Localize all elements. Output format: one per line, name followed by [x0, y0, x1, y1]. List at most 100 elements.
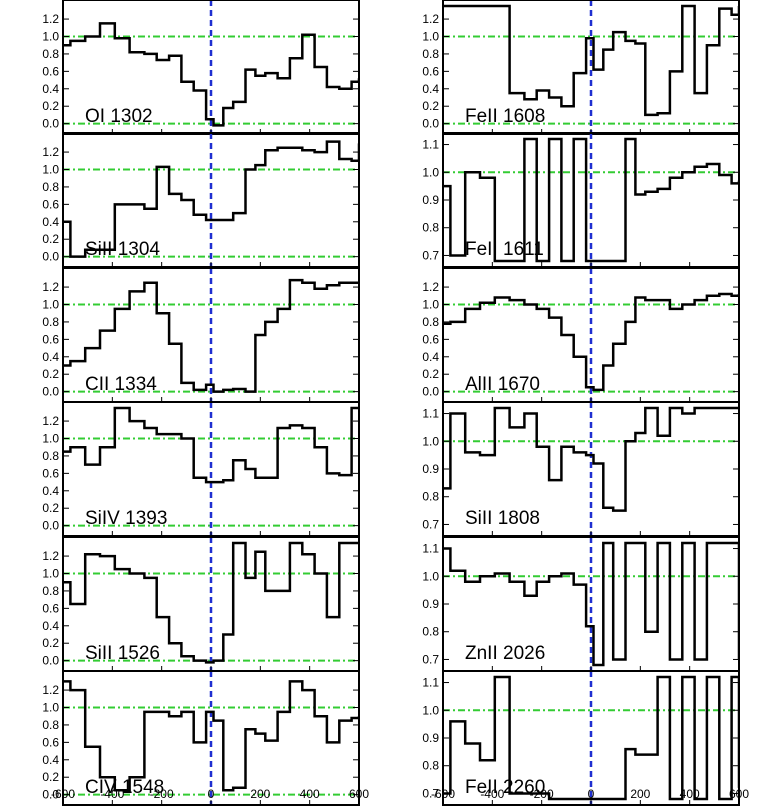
panel-feii-2260: 0.7 0.8 0.9 1.0 1.1 FeII 2260: [422, 670, 740, 806]
x-tick-label: 600: [349, 787, 369, 801]
panel-siiv-1393: 0.0 0.2 0.4 0.6 0.8 1.0 1.2 SiIV 1393: [42, 401, 360, 537]
ion-label: FeII 1608: [465, 106, 545, 127]
y-tick-label: 0.2: [42, 501, 59, 515]
spectrum-trace: [443, 541, 739, 667]
y-tick-label: 0.0: [42, 385, 59, 399]
ion-label: OI 1302: [85, 106, 153, 127]
y-tick-label: 0.0: [42, 788, 59, 802]
y-tick-label: 0.4: [42, 215, 59, 229]
spectrum-trace: [63, 406, 359, 484]
y-tick-label: 1.1: [422, 407, 439, 421]
spectrum-trace: [443, 406, 739, 512]
y-tick-label: 1.2: [42, 12, 59, 26]
y-tick-label: 1.0: [42, 298, 59, 312]
ion-label: AlII 1670: [465, 374, 540, 395]
y-tick-label: 1.2: [42, 414, 59, 428]
x-tick-label: -600: [431, 787, 455, 801]
x-tick-label: -200: [150, 787, 174, 801]
y-tick-label: 1.1: [422, 676, 439, 690]
spectrum-trace: [63, 278, 359, 393]
y-tick-label: 0.2: [42, 636, 59, 650]
spectrum-trace: [443, 4, 739, 117]
spectrum-trace: [443, 292, 739, 392]
x-tick-label: -400: [480, 787, 504, 801]
y-tick-label: 0.0: [42, 654, 59, 668]
y-tick-label: 0.0: [422, 385, 439, 399]
y-tick-label: 0.7: [422, 652, 439, 666]
y-tick-label: 0.7: [422, 786, 439, 800]
y-tick-label: 1.2: [42, 280, 59, 294]
y-tick-label: 0.2: [422, 367, 439, 381]
y-tick-label: 1.0: [42, 30, 59, 44]
x-tick-label: 400: [680, 787, 700, 801]
y-tick-label: 1.0: [42, 163, 59, 177]
y-tick-label: 0.4: [42, 82, 59, 96]
y-tick-label: 0.6: [422, 332, 439, 346]
ion-label: SiII 1304: [85, 239, 160, 260]
y-tick-label: 1.0: [42, 432, 59, 446]
ion-label: CII 1334: [85, 374, 157, 395]
y-tick-label: 1.0: [422, 298, 439, 312]
y-tick-label: 1.0: [422, 703, 439, 717]
y-tick-label: 1.2: [422, 12, 439, 26]
y-tick-label: 0.8: [422, 625, 439, 639]
y-tick-label: 1.1: [422, 138, 439, 152]
y-tick-label: 0.4: [42, 619, 59, 633]
y-tick-label: 0.6: [42, 466, 59, 480]
y-tick-label: 0.6: [42, 735, 59, 749]
y-tick-label: 0.7: [422, 517, 439, 531]
x-tick-label: 0: [588, 787, 595, 801]
panel-znii-2026: 0.7 0.8 0.9 1.0 1.1 ZnII 2026: [422, 536, 740, 672]
y-tick-label: 0.0: [42, 519, 59, 533]
y-tick-label: 0.8: [42, 449, 59, 463]
ion-label: SiII 1808: [465, 508, 540, 529]
y-tick-label: 0.0: [42, 117, 59, 131]
y-tick-label: 1.2: [42, 549, 59, 563]
ion-label: CIV 1548: [85, 777, 164, 798]
y-tick-label: 0.2: [42, 99, 59, 113]
panel-cii-1334: 0.0 0.2 0.4 0.6 0.8 1.0 1.2 CII 1334: [42, 267, 360, 403]
y-tick-label: 0.2: [422, 99, 439, 113]
panel-feii-1608: 0.0 0.2 0.4 0.6 0.8 1.0 1.2 FeII 1608: [422, 0, 740, 135]
y-tick-label: 0.8: [42, 584, 59, 598]
y-tick-label: 0.9: [422, 731, 439, 745]
spectrum-trace: [63, 541, 359, 664]
y-tick-label: 0.4: [422, 82, 439, 96]
x-axis-labels: -600 -400 -200 0 200 400 600 -600 -400 -200 0 200 40…: [51, 787, 749, 801]
y-tick-label: 0.8: [42, 47, 59, 61]
ion-label: FeII 2260: [465, 777, 545, 798]
panel-feii-1611: 0.7 0.8 0.9 1.0 1.1 FeII 1611: [422, 132, 740, 268]
spectrum-trace: [443, 675, 739, 801]
y-tick-label: 0.4: [42, 484, 59, 498]
panel-civ-1548: 0.0 0.2 0.4 0.6 0.8 1.0 1.2 CIV 1548: [42, 670, 360, 806]
y-tick-label: 0.6: [42, 64, 59, 78]
x-tick-label: 200: [250, 787, 270, 801]
y-tick-label: 1.0: [422, 434, 439, 448]
ion-label: SiIV 1393: [85, 508, 167, 529]
y-tick-label: 1.1: [422, 542, 439, 556]
y-tick-label: 0.8: [42, 180, 59, 194]
y-tick-label: 0.9: [422, 193, 439, 207]
y-tick-label: 1.2: [42, 683, 59, 697]
panel-alii-1670: 0.0 0.2 0.4 0.6 0.8 1.0 1.2 AlII 1670: [422, 267, 740, 403]
x-tick-label: 200: [630, 787, 650, 801]
x-tick-label: 0: [208, 787, 215, 801]
x-tick-label: 400: [300, 787, 320, 801]
y-tick-label: 0.2: [42, 367, 59, 381]
y-tick-label: 0.0: [422, 117, 439, 131]
spectrum-trace: [443, 137, 739, 263]
y-tick-label: 0.8: [422, 221, 439, 235]
x-tick-label: -200: [530, 787, 554, 801]
spectrum-trace: [63, 680, 359, 792]
x-tick-label: -400: [100, 787, 124, 801]
x-tick-label: -600: [51, 787, 75, 801]
ion-label: SiII 1526: [85, 643, 160, 664]
y-tick-label: 1.0: [42, 567, 59, 581]
spectrum-trace: [63, 22, 359, 127]
y-tick-label: 1.2: [42, 145, 59, 159]
panel-oi-1302: 0.0 0.2 0.4 0.6 0.8 1.0 1.2 OI 1302: [42, 0, 360, 135]
panels: 0.0 0.2 0.4 0.6 0.8 1.0 1.2 OI 1302 0.0 0.2 0.4 0.6…: [42, 0, 740, 806]
y-tick-label: 0.0: [42, 250, 59, 264]
y-tick-label: 1.0: [422, 165, 439, 179]
